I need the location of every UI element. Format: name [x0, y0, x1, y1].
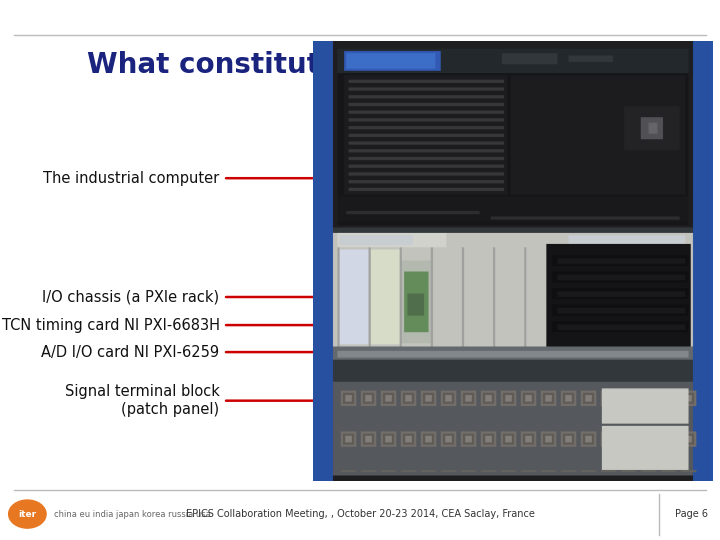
- Text: china eu india japan korea russia usa: china eu india japan korea russia usa: [54, 510, 211, 518]
- Text: The industrial computer: The industrial computer: [43, 171, 220, 186]
- Text: I/O chassis (a PXIe rack): I/O chassis (a PXIe rack): [42, 289, 220, 305]
- Text: EPICS Collaboration Meeting, , October 20-23 2014, CEA Saclay, France: EPICS Collaboration Meeting, , October 2…: [186, 509, 534, 519]
- Text: TCN timing card NI PXI-6683H: TCN timing card NI PXI-6683H: [1, 318, 220, 333]
- Text: Page 6: Page 6: [675, 509, 708, 519]
- Circle shape: [9, 500, 46, 528]
- Text: A/D I/O card NI PXI-6259: A/D I/O card NI PXI-6259: [42, 345, 220, 360]
- Text: What constitutes a fast controller?: What constitutes a fast controller?: [87, 51, 633, 79]
- Text: Signal terminal block
(patch panel): Signal terminal block (patch panel): [65, 384, 220, 417]
- Text: iter: iter: [18, 510, 37, 518]
